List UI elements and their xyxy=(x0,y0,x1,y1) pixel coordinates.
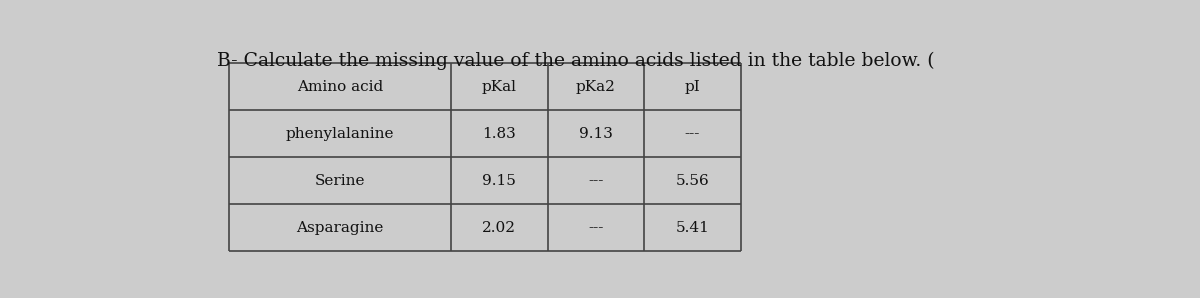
Text: pKa2: pKa2 xyxy=(576,80,616,94)
Text: ---: --- xyxy=(588,174,604,188)
Text: Serine: Serine xyxy=(314,174,365,188)
Text: Asparagine: Asparagine xyxy=(296,221,384,235)
Text: 5.41: 5.41 xyxy=(676,221,709,235)
Text: pKal: pKal xyxy=(481,80,517,94)
Text: 5.56: 5.56 xyxy=(676,174,709,188)
Text: B- Calculate the missing value of the amino acids listed in the table below. (: B- Calculate the missing value of the am… xyxy=(217,52,935,70)
Text: ---: --- xyxy=(588,221,604,235)
Text: ---: --- xyxy=(685,127,700,141)
Text: 9.13: 9.13 xyxy=(578,127,613,141)
Text: Amino acid: Amino acid xyxy=(296,80,383,94)
Text: phenylalanine: phenylalanine xyxy=(286,127,395,141)
Text: 1.83: 1.83 xyxy=(482,127,516,141)
Text: 9.15: 9.15 xyxy=(482,174,516,188)
Text: pI: pI xyxy=(684,80,700,94)
Text: 2.02: 2.02 xyxy=(482,221,516,235)
